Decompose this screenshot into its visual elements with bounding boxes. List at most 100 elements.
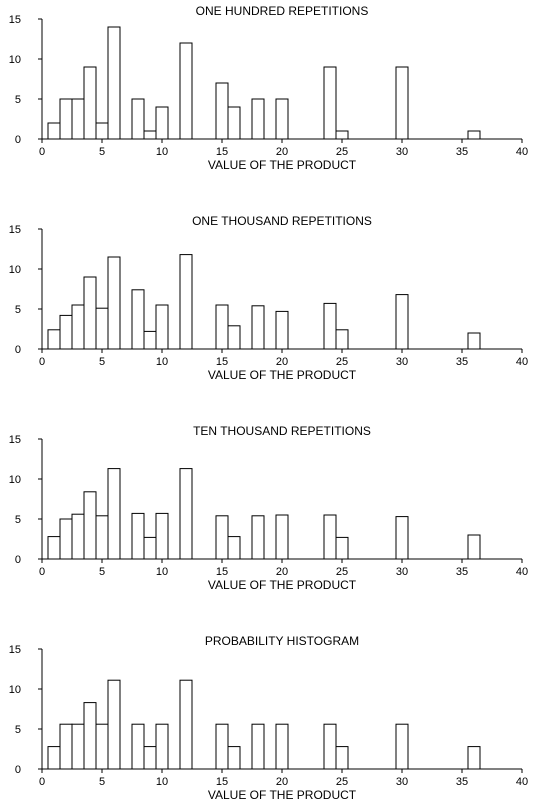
histogram-bar bbox=[336, 131, 348, 139]
histogram-bar bbox=[60, 99, 72, 139]
histogram-bar bbox=[84, 703, 96, 769]
histogram-bar bbox=[468, 535, 480, 559]
histogram-bar bbox=[252, 99, 264, 139]
histogram-bar bbox=[84, 277, 96, 349]
histogram-bar bbox=[228, 107, 240, 139]
histogram-bar bbox=[144, 131, 156, 139]
histogram-bar bbox=[276, 515, 288, 559]
x-tick-label: 0 bbox=[39, 356, 45, 368]
y-tick-label: 15 bbox=[9, 14, 21, 26]
x-tick-label: 15 bbox=[216, 146, 228, 158]
histogram-bar bbox=[216, 724, 228, 769]
x-tick-label: 30 bbox=[396, 566, 408, 578]
x-tick-label: 10 bbox=[156, 356, 168, 368]
x-axis-label: VALUE OF THE PRODUCT bbox=[208, 788, 357, 802]
x-tick-label: 20 bbox=[276, 146, 288, 158]
histogram-bar bbox=[144, 537, 156, 559]
x-tick-label: 5 bbox=[99, 776, 105, 788]
x-tick-label: 40 bbox=[516, 776, 528, 788]
histogram-bar bbox=[108, 257, 120, 349]
histogram-bar bbox=[156, 513, 168, 559]
histogram-bar bbox=[48, 123, 60, 139]
histogram-bar bbox=[144, 747, 156, 769]
y-tick-label: 0 bbox=[15, 764, 21, 776]
histogram-bar bbox=[84, 492, 96, 559]
x-axis-label: VALUE OF THE PRODUCT bbox=[208, 578, 357, 592]
histogram-bar bbox=[216, 516, 228, 559]
histogram-bar bbox=[396, 295, 408, 349]
x-tick-label: 25 bbox=[336, 566, 348, 578]
y-tick-label: 5 bbox=[15, 304, 21, 316]
chart-title: ONE HUNDRED REPETITIONS bbox=[196, 4, 369, 18]
y-tick-label: 15 bbox=[9, 434, 21, 446]
histogram-bar bbox=[336, 537, 348, 559]
histogram-bar bbox=[48, 537, 60, 559]
x-tick-label: 10 bbox=[156, 776, 168, 788]
histogram-panel-2: ONE THOUSAND REPETITIONS 0 5 10 15 0 5 10 15 20 25… bbox=[9, 214, 528, 382]
x-tick-label: 35 bbox=[456, 146, 468, 158]
x-tick-label: 35 bbox=[456, 776, 468, 788]
y-tick-label: 0 bbox=[15, 134, 21, 146]
histogram-bar bbox=[228, 537, 240, 559]
histogram-bar bbox=[324, 724, 336, 769]
histogram-bar bbox=[228, 326, 240, 349]
x-tick-label: 0 bbox=[39, 776, 45, 788]
histogram-bar bbox=[324, 515, 336, 559]
histogram-bar bbox=[132, 290, 144, 349]
x-tick-label: 30 bbox=[396, 146, 408, 158]
histogram-bar bbox=[72, 99, 84, 139]
y-tick-label: 5 bbox=[15, 514, 21, 526]
histogram-bar bbox=[48, 747, 60, 769]
x-tick-label: 35 bbox=[456, 356, 468, 368]
x-tick-label: 20 bbox=[276, 776, 288, 788]
histogram-bar bbox=[84, 67, 96, 139]
x-tick-label: 15 bbox=[216, 566, 228, 578]
histogram-bar bbox=[144, 331, 156, 349]
x-tick-label: 10 bbox=[156, 566, 168, 578]
x-tick-label: 0 bbox=[39, 146, 45, 158]
y-tick-label: 0 bbox=[15, 344, 21, 356]
histogram-bar bbox=[72, 305, 84, 349]
histogram-bar bbox=[252, 516, 264, 559]
histogram-bar bbox=[48, 330, 60, 349]
x-tick-label: 5 bbox=[99, 356, 105, 368]
y-tick-label: 15 bbox=[9, 224, 21, 236]
x-tick-label: 0 bbox=[39, 566, 45, 578]
x-axis-label: VALUE OF THE PRODUCT bbox=[208, 158, 357, 172]
histogram-bar bbox=[396, 67, 408, 139]
histogram-bar bbox=[180, 469, 192, 559]
histogram-bar bbox=[96, 516, 108, 559]
histogram-bar bbox=[276, 99, 288, 139]
x-tick-label: 20 bbox=[276, 566, 288, 578]
x-tick-label: 40 bbox=[516, 146, 528, 158]
y-tick-label: 10 bbox=[9, 474, 21, 486]
histogram-bar bbox=[216, 305, 228, 349]
histogram-bar bbox=[132, 724, 144, 769]
x-tick-label: 10 bbox=[156, 146, 168, 158]
x-tick-label: 15 bbox=[216, 776, 228, 788]
x-tick-label: 25 bbox=[336, 776, 348, 788]
histogram-panel-1: ONE HUNDRED REPETITIONS 0 5 10 15 0 5 10 15 20 25 3… bbox=[9, 4, 528, 172]
y-tick-label: 5 bbox=[15, 94, 21, 106]
histogram-bar bbox=[324, 67, 336, 139]
histogram-bar bbox=[132, 513, 144, 559]
histogram-bar bbox=[60, 519, 72, 559]
x-tick-label: 20 bbox=[276, 356, 288, 368]
histogram-bar bbox=[96, 123, 108, 139]
y-tick-label: 10 bbox=[9, 684, 21, 696]
histogram-bar bbox=[468, 333, 480, 349]
histogram-bar bbox=[132, 99, 144, 139]
y-tick-label: 15 bbox=[9, 644, 21, 656]
histogram-bar bbox=[96, 724, 108, 769]
chart-title: TEN THOUSAND REPETITIONS bbox=[193, 424, 371, 438]
x-tick-label: 35 bbox=[456, 566, 468, 578]
x-tick-label: 25 bbox=[336, 146, 348, 158]
histogram-bar bbox=[72, 724, 84, 769]
histogram-bar bbox=[108, 469, 120, 559]
x-tick-label: 40 bbox=[516, 566, 528, 578]
histogram-panel-4: PROBABILITY HISTOGRAM 0 5 10 15 0 5 10 15 20 25 30 3… bbox=[9, 634, 528, 802]
y-tick-label: 10 bbox=[9, 54, 21, 66]
histogram-bar bbox=[336, 330, 348, 349]
histogram-bar bbox=[276, 724, 288, 769]
